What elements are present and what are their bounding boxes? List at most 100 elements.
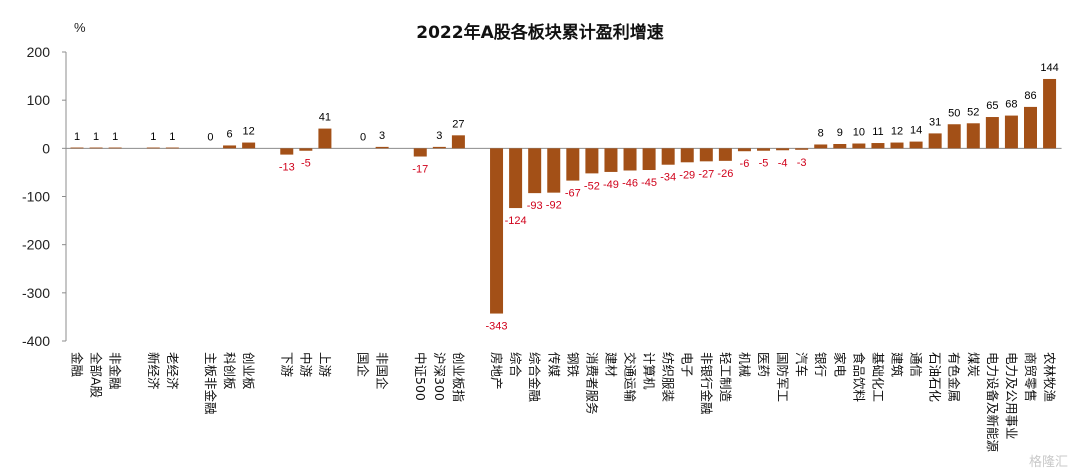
data-label: -52 [584,180,600,192]
data-label: 65 [986,100,998,112]
data-label: 86 [1024,90,1036,102]
bar [890,142,904,149]
category-label: 传媒 [546,352,561,378]
bar [108,147,122,149]
bar [699,148,713,162]
bar [318,128,332,149]
bar [776,148,790,151]
bar [718,148,732,161]
data-label: 6 [226,128,232,140]
y-tick-label: 100 [27,92,51,108]
category-label: 商贸零售 [1023,352,1038,402]
y-tick-label: -200 [22,237,50,253]
data-label: 52 [967,106,979,118]
category-label: 国防军工 [775,352,790,402]
category-label: 银行 [813,352,828,377]
data-label: -5 [759,158,769,170]
bar [547,148,561,193]
category-label: 医药 [756,352,771,377]
category-label: 电力设备及新能源 [985,352,1000,453]
data-label: -124 [505,215,527,227]
data-label: 0 [360,131,366,143]
category-label: 国企 [356,352,371,378]
bar [1004,115,1018,149]
category-label: 老经济 [165,352,180,390]
category-label: 中游 [298,352,313,378]
bar [947,124,961,149]
watermark: 格隆汇 [1028,455,1068,470]
category-label: 基础化工 [870,352,885,402]
data-label: -67 [565,188,581,200]
category-label: 主板非金融 [203,352,218,415]
chart-title: 2022年A股各板块累计盈利增速 [416,23,664,43]
data-label: 0 [207,131,213,143]
bar [223,145,237,149]
category-label: 电子 [680,352,695,377]
data-label: 1 [74,131,80,143]
category-label: 煤炭 [966,352,981,377]
category-label: 金融 [70,352,85,378]
data-label: 1 [112,131,118,143]
data-label: -3 [797,157,807,169]
bar [585,148,599,174]
bar [70,147,84,149]
data-label: 27 [452,118,464,130]
data-label: -93 [527,200,543,212]
data-label: -92 [546,200,562,212]
bar [852,143,866,149]
category-label: 建筑 [890,352,905,378]
data-label: 8 [818,127,824,139]
data-label: 144 [1040,62,1058,74]
y-axis-unit: % [74,20,86,35]
bar [451,135,465,149]
data-label: -6 [740,158,750,170]
category-label: 综合金融 [527,352,542,403]
data-label: -13 [279,162,295,174]
bar [165,147,179,149]
category-label: 石油石化 [928,352,943,403]
category-label: 沪深300 [432,352,447,401]
data-label: 12 [243,126,255,138]
y-tick-label: 200 [27,44,51,60]
data-label: -27 [698,168,714,180]
category-label: 房地产 [489,352,504,390]
bar [814,144,828,149]
bar [299,148,313,151]
data-label: 11 [872,126,883,138]
bar [413,148,427,157]
data-label: -49 [603,179,619,191]
bar [871,143,885,149]
data-label: -4 [778,157,788,169]
bar [680,148,694,163]
category-label: 创业板 [241,352,256,390]
bar [757,148,771,151]
data-label: 50 [948,107,960,119]
category-label: 上游 [317,352,332,378]
data-label: 14 [910,125,922,137]
category-label: 创业板指 [451,352,466,402]
data-label: 3 [379,130,385,142]
data-label: -17 [412,164,428,176]
category-label: 综合 [508,352,523,378]
bar [909,141,923,149]
category-label: 新经济 [146,352,161,390]
data-label: 12 [891,126,903,138]
bar [490,148,504,314]
bar [146,147,160,149]
category-label: 消费者服务 [584,352,599,415]
bar [642,148,656,171]
data-label: 1 [169,131,175,143]
data-label: -343 [486,321,508,333]
bar [928,133,942,149]
category-label: 食品饮料 [851,352,866,403]
data-label: -26 [717,168,733,180]
bar [833,143,847,149]
bar [1024,106,1037,149]
category-label: 中证500 [413,352,428,401]
bar [89,147,103,149]
category-label: 通信 [909,352,924,377]
bar [1043,78,1057,149]
bar [661,148,675,165]
category-label: 机械 [737,352,752,378]
